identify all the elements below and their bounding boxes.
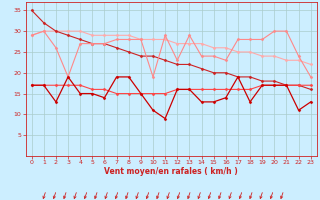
X-axis label: Vent moyen/en rafales ( km/h ): Vent moyen/en rafales ( km/h ) <box>104 167 238 176</box>
